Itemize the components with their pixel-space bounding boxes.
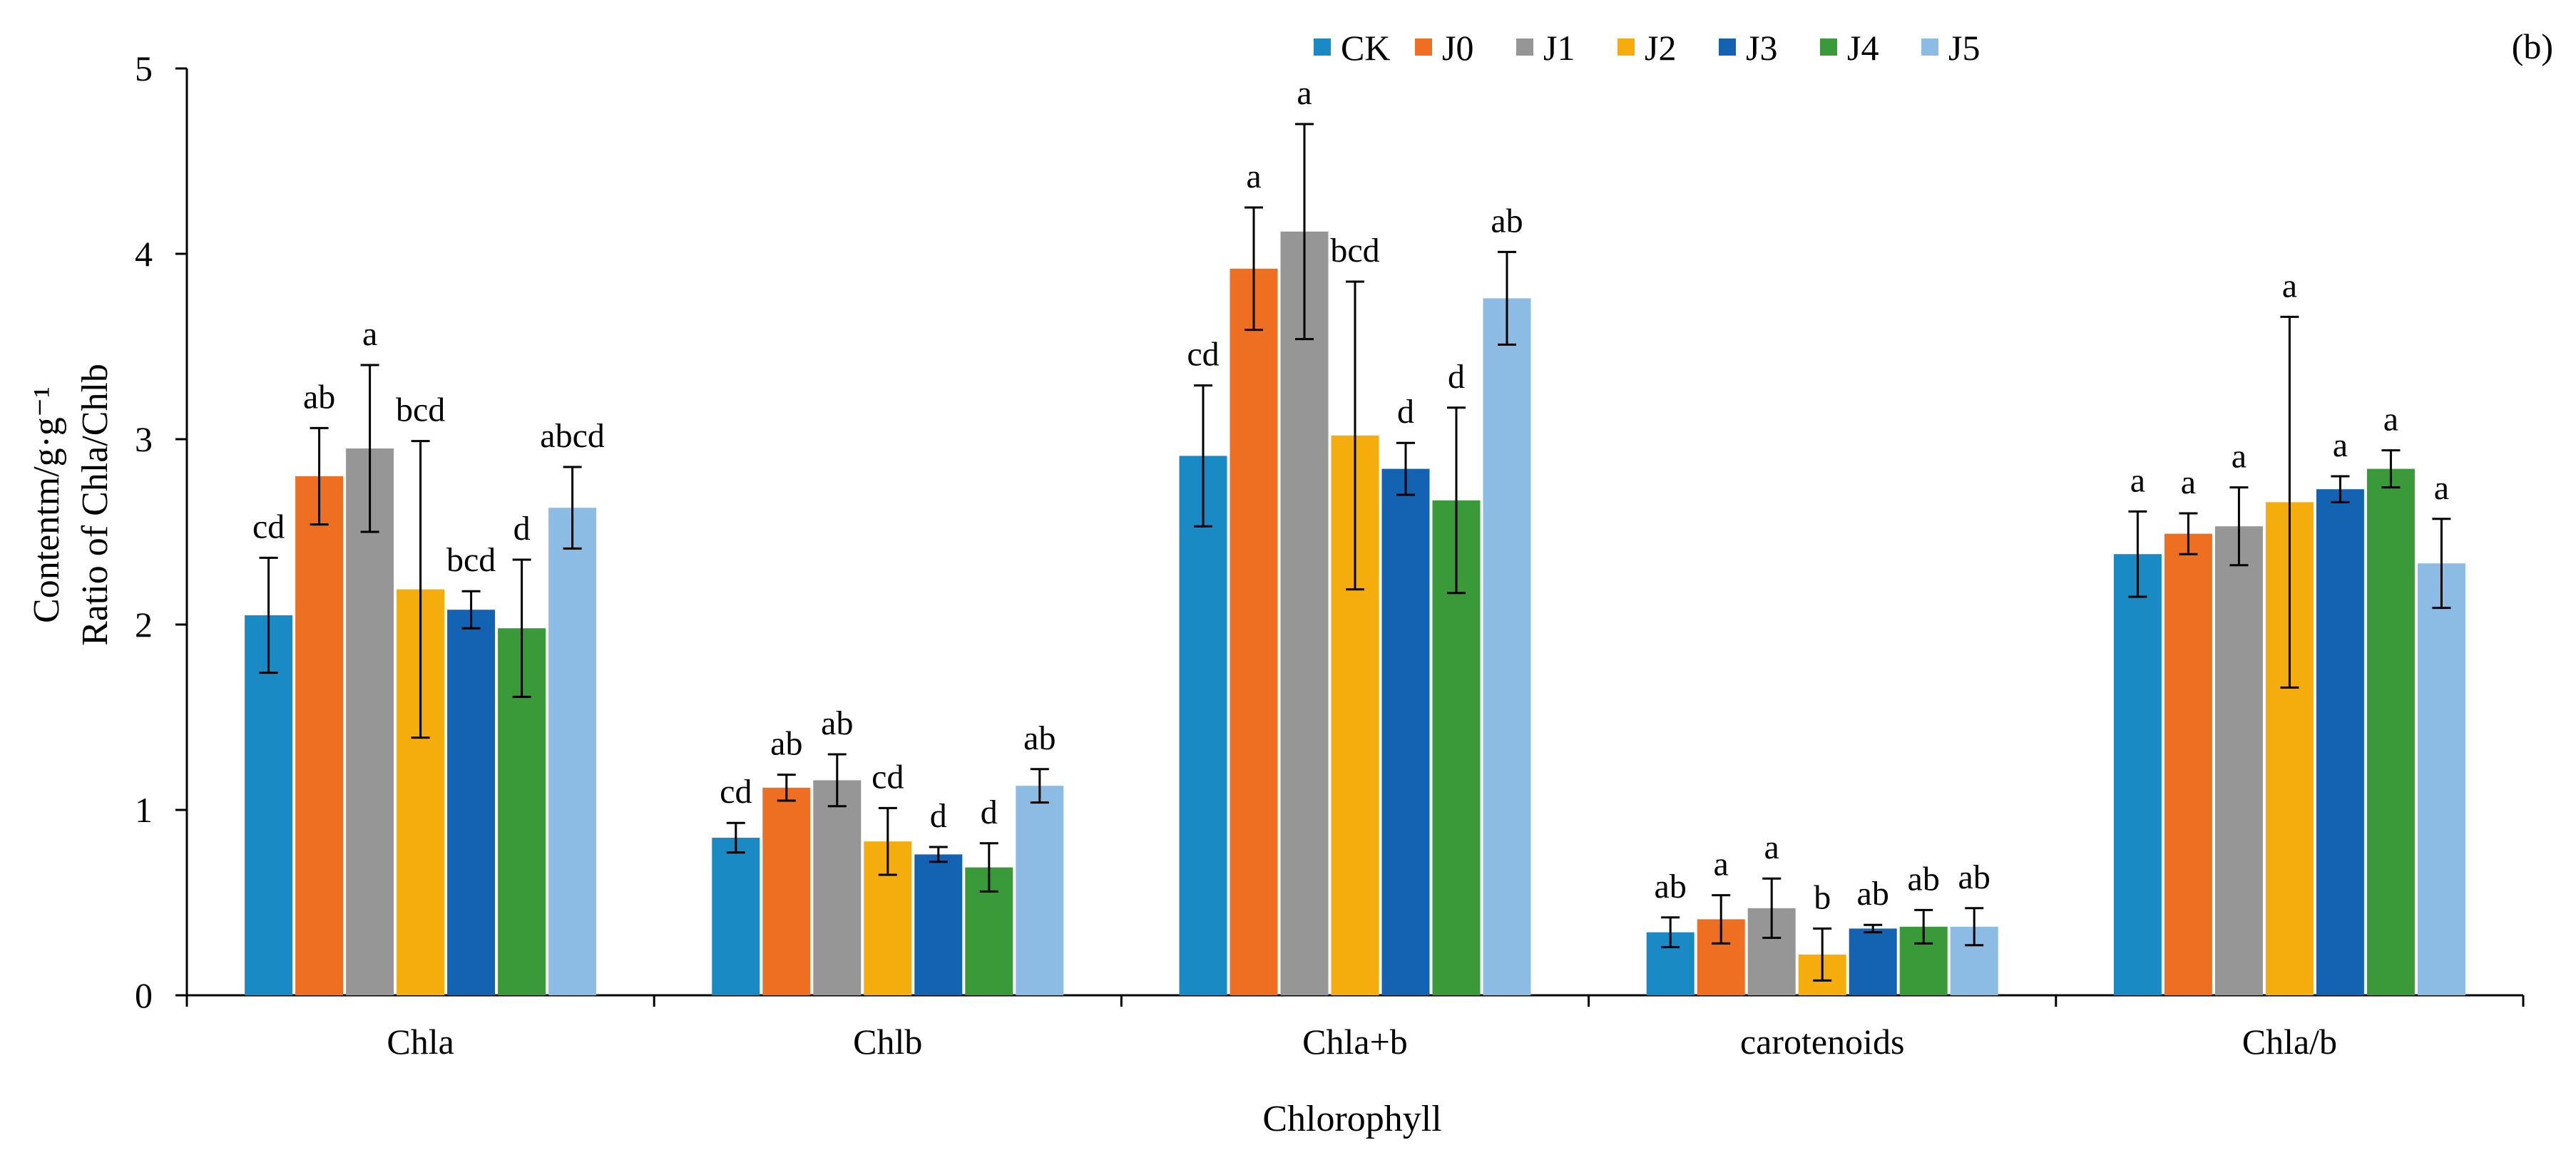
significance-label: a <box>2181 463 2196 501</box>
significance-label: d <box>1448 358 1465 396</box>
y-axis-title-line-2: Ratio of Chla/Chlb <box>75 364 116 646</box>
bar-j5-0 <box>548 508 597 995</box>
bar-j5-1 <box>1016 786 1064 995</box>
legend-label-j1: J1 <box>1543 28 1575 68</box>
legend-swatch-j1 <box>1516 38 1533 56</box>
bar-j3-0 <box>447 610 496 995</box>
legend: CK J0 J1 J2 J3 J4 J5 <box>1314 28 1980 68</box>
x-category-label: Chlb <box>853 1022 922 1062</box>
y-tick-label: 5 <box>135 48 153 88</box>
bar-ck-0 <box>245 615 293 995</box>
significance-label: ab <box>1491 202 1523 240</box>
legend-swatch-j2 <box>1617 38 1635 56</box>
x-category-label: Chla+b <box>1302 1022 1408 1062</box>
bar-j4-4 <box>2366 468 2415 995</box>
y-tick-label: 0 <box>135 975 153 1015</box>
x-category-label: Chla/b <box>2242 1022 2337 1062</box>
y-axis-title: Contentm/g·g⁻¹ Ratio of Chla/Chlb <box>26 364 116 646</box>
bar-j3-1 <box>914 854 963 995</box>
significance-label: ab <box>1857 875 1889 913</box>
legend-label-j0: J0 <box>1442 28 1473 68</box>
legend-label-ck: CK <box>1341 28 1390 68</box>
bar-ck-1 <box>712 838 760 995</box>
legend-swatch-j0 <box>1415 38 1432 56</box>
panel-label: (b) <box>2512 26 2553 66</box>
significance-label: ab <box>1023 719 1056 757</box>
significance-label: cd <box>252 508 285 545</box>
x-axis: Chla Chlb Chla+b carotenoids Chla/b <box>185 994 2525 1062</box>
bar-ck-2 <box>1179 456 1227 995</box>
significance-label: ab <box>1655 868 1687 905</box>
significance-label: a <box>2333 426 2348 464</box>
y-axis-title-line-1: Contentm/g·g⁻¹ <box>26 386 67 623</box>
y-tick-label: 3 <box>135 419 153 459</box>
legend-label-j3: J3 <box>1746 28 1777 68</box>
legend-swatch-ck <box>1314 38 1331 56</box>
legend-swatch-j5 <box>1921 38 1938 56</box>
significance-label: a <box>1297 74 1312 112</box>
legend-label-j2: J2 <box>1645 28 1676 68</box>
significance-label: d <box>981 794 998 831</box>
bar-j1-2 <box>1280 231 1329 995</box>
significance-label: cd <box>1187 336 1219 374</box>
bar-j1-1 <box>813 780 862 995</box>
bar-j3-2 <box>1381 468 1430 995</box>
significance-label: a <box>1764 828 1779 866</box>
y-tick-label: 2 <box>135 605 153 645</box>
significance-label: b <box>1814 878 1831 916</box>
bar-j3-3 <box>1849 928 1897 995</box>
significance-label: a <box>362 315 377 353</box>
x-category-label: carotenoids <box>1740 1022 1904 1062</box>
y-axis: 0 1 2 3 4 5 <box>135 48 188 1015</box>
significance-label: a <box>1714 846 1729 883</box>
x-axis-title: Chlorophyll <box>1262 1099 1441 1139</box>
bar-j1-0 <box>346 448 394 995</box>
significance-label: d <box>930 797 947 835</box>
legend-label-j4: J4 <box>1847 28 1879 68</box>
bar-j1-4 <box>2214 526 2263 995</box>
significance-label: bcd <box>396 391 445 429</box>
y-tick-label: 4 <box>135 234 153 274</box>
significance-label: a <box>1246 158 1261 195</box>
significance-label: cd <box>720 773 752 811</box>
significance-label: ab <box>303 378 335 416</box>
legend-swatch-j3 <box>1719 38 1736 56</box>
significance-label: a <box>2232 438 2247 476</box>
bar-j0-4 <box>2164 533 2212 995</box>
bar-j0-0 <box>295 476 344 995</box>
significance-label: ab <box>821 704 853 742</box>
significance-label: ab <box>1908 860 1940 898</box>
y-tick-label: 1 <box>135 790 153 830</box>
legend-swatch-j4 <box>1820 38 1837 56</box>
significance-label: a <box>2130 461 2145 499</box>
significance-label: abcd <box>540 417 605 455</box>
bar-j5-2 <box>1483 298 1531 995</box>
legend-label-j5: J5 <box>1948 28 1980 68</box>
bar-ck-4 <box>2113 554 2162 995</box>
bar-j0-2 <box>1230 268 1278 995</box>
significance-label: ab <box>1958 858 1990 896</box>
significance-label: d <box>1397 393 1414 431</box>
significance-label: cd <box>872 758 904 796</box>
significance-label: a <box>2282 267 2297 304</box>
significance-label: ab <box>770 725 802 763</box>
significance-label: a <box>2383 401 2398 438</box>
significance-label: a <box>2434 469 2449 507</box>
bar-j0-1 <box>762 787 811 995</box>
significance-label: bcd <box>446 541 496 579</box>
bar-j5-4 <box>2417 563 2465 995</box>
significance-label: d <box>513 510 531 548</box>
significance-label: bcd <box>1330 232 1379 270</box>
x-category-label: Chla <box>387 1022 454 1062</box>
bar-j3-4 <box>2316 489 2364 995</box>
